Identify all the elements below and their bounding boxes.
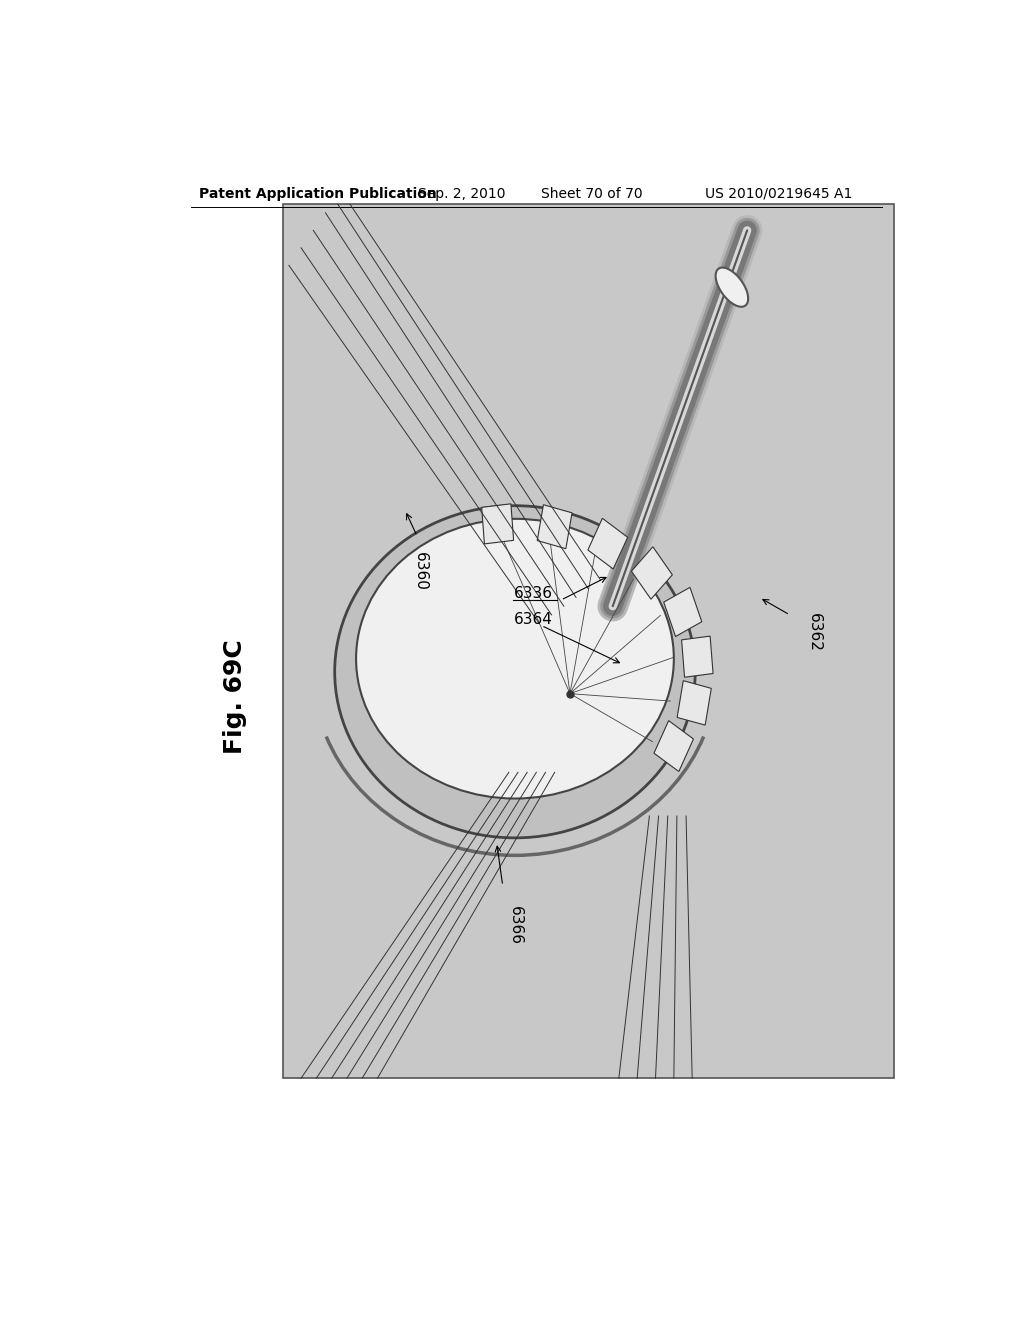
Polygon shape (682, 636, 713, 677)
Polygon shape (664, 587, 701, 636)
Text: Sheet 70 of 70: Sheet 70 of 70 (542, 187, 643, 201)
Text: 6362: 6362 (807, 612, 822, 652)
Ellipse shape (356, 519, 674, 799)
Text: 6366: 6366 (508, 906, 522, 945)
Text: Sep. 2, 2010: Sep. 2, 2010 (418, 187, 505, 201)
Polygon shape (632, 546, 673, 599)
Text: US 2010/0219645 A1: US 2010/0219645 A1 (706, 187, 852, 201)
Ellipse shape (716, 268, 749, 306)
Polygon shape (677, 681, 712, 725)
Bar (283, 205, 894, 1078)
Polygon shape (538, 504, 572, 549)
Text: Patent Application Publication: Patent Application Publication (200, 187, 437, 201)
Text: 6364: 6364 (514, 612, 553, 627)
Ellipse shape (335, 506, 695, 838)
Text: 6336: 6336 (514, 586, 553, 601)
Polygon shape (654, 721, 693, 771)
Polygon shape (588, 519, 628, 569)
Polygon shape (481, 504, 514, 544)
Text: Fig. 69C: Fig. 69C (223, 640, 247, 755)
Text: 6360: 6360 (413, 552, 428, 590)
